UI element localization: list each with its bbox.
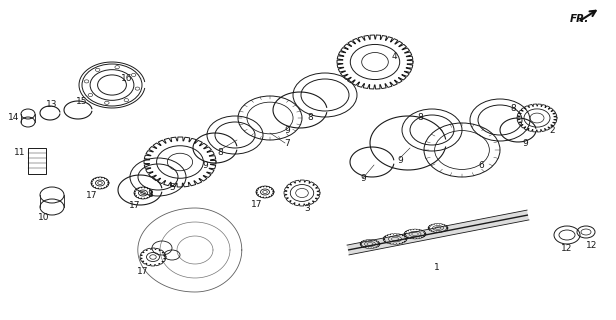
Text: 9: 9 [397, 156, 403, 164]
Text: 5: 5 [169, 182, 175, 191]
Text: 17: 17 [137, 268, 148, 276]
Text: 17: 17 [86, 190, 98, 199]
Text: 9: 9 [202, 161, 208, 170]
Text: 12: 12 [586, 241, 598, 250]
Text: 8: 8 [217, 148, 223, 156]
Text: 9: 9 [284, 125, 290, 134]
Text: 1: 1 [434, 263, 440, 273]
Text: 8: 8 [307, 113, 313, 122]
Text: 7: 7 [284, 139, 290, 148]
Text: 8: 8 [147, 189, 153, 198]
Text: 17: 17 [251, 199, 263, 209]
Text: 3: 3 [304, 204, 310, 212]
Text: 16: 16 [121, 74, 133, 83]
Text: 8: 8 [510, 103, 516, 113]
Text: 4: 4 [391, 52, 397, 60]
Text: FR.: FR. [570, 14, 590, 24]
Text: 9: 9 [360, 173, 366, 182]
Text: 11: 11 [14, 148, 26, 156]
Text: 15: 15 [76, 97, 87, 106]
Text: 2: 2 [549, 125, 555, 134]
Text: 17: 17 [129, 201, 140, 210]
Bar [28, 148, 46, 174]
Text: 9: 9 [522, 139, 528, 148]
Text: 12: 12 [561, 244, 573, 252]
Text: 6: 6 [478, 161, 484, 170]
Text: 13: 13 [46, 100, 58, 108]
Text: 10: 10 [38, 212, 50, 221]
Text: 8: 8 [417, 113, 423, 122]
Text: 14: 14 [8, 113, 20, 122]
